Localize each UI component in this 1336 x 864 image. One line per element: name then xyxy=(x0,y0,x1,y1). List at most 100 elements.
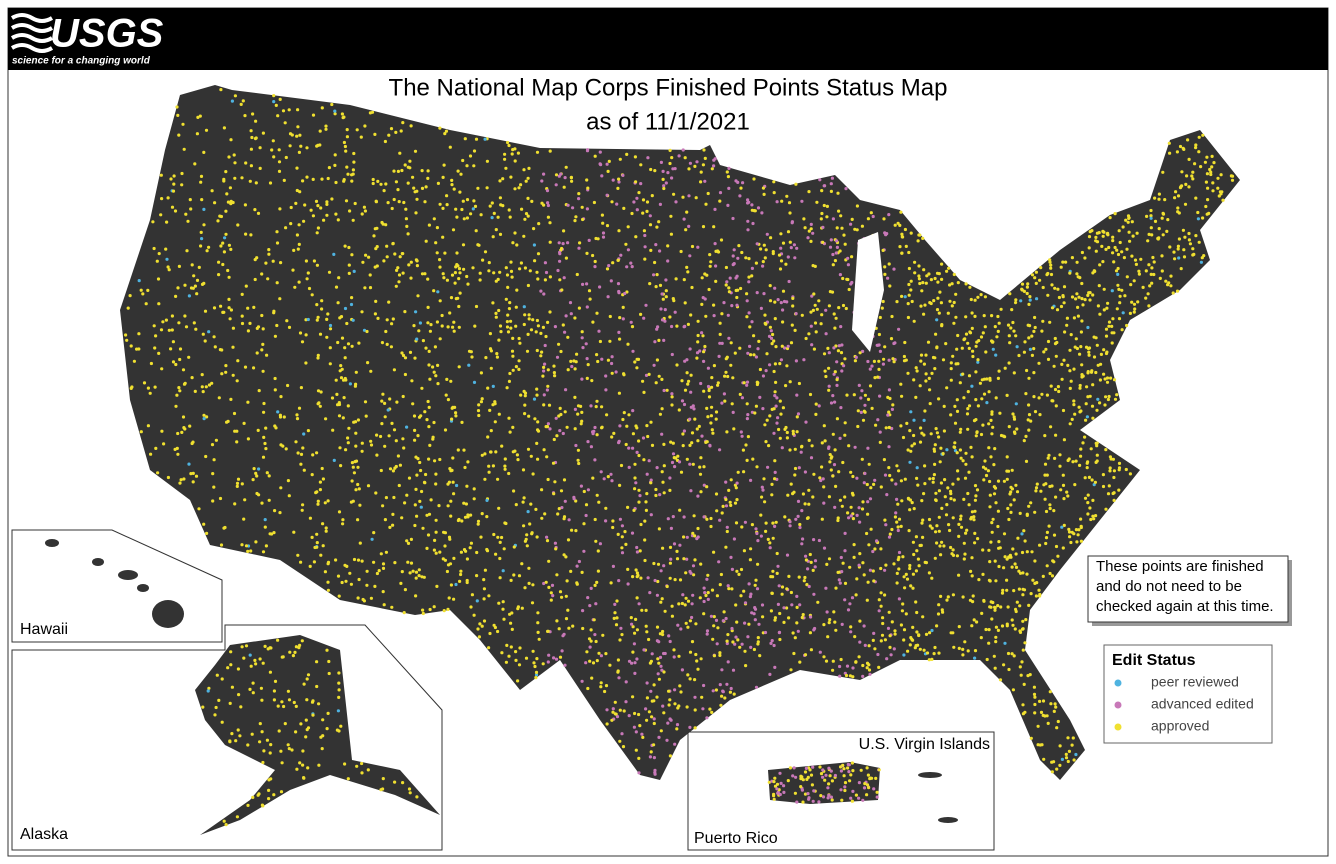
map-point xyxy=(542,369,546,373)
map-point xyxy=(1070,295,1075,299)
map-point xyxy=(1095,408,1099,412)
map-point xyxy=(585,376,589,380)
map-point xyxy=(1079,454,1083,458)
map-point xyxy=(487,464,491,468)
map-point xyxy=(855,513,859,518)
map-point xyxy=(511,148,515,152)
map-point xyxy=(791,296,795,300)
map-point xyxy=(688,677,692,681)
map-point xyxy=(182,477,186,481)
map-point xyxy=(401,252,405,256)
map-point xyxy=(626,225,630,229)
map-point xyxy=(408,571,412,575)
map-point xyxy=(306,317,310,322)
map-point xyxy=(827,557,832,561)
map-point xyxy=(605,162,609,166)
map-point xyxy=(422,480,427,484)
map-point xyxy=(227,155,231,159)
map-point xyxy=(1152,272,1156,277)
map-point xyxy=(740,250,744,255)
map-point xyxy=(645,472,649,476)
map-point xyxy=(298,761,302,765)
map-point xyxy=(365,329,369,334)
map-point xyxy=(659,160,664,164)
map-point xyxy=(398,463,402,467)
map-point xyxy=(703,272,707,276)
map-point xyxy=(416,434,420,438)
map-point xyxy=(849,630,853,634)
map-point xyxy=(630,265,634,269)
map-point xyxy=(712,550,716,554)
map-point xyxy=(608,339,612,343)
map-point xyxy=(452,187,456,191)
map-point xyxy=(189,472,193,476)
note-box xyxy=(1087,555,1289,623)
map-point xyxy=(835,360,839,364)
map-point xyxy=(434,518,438,522)
map-point xyxy=(1086,493,1090,497)
map-point xyxy=(624,242,628,246)
map-point xyxy=(482,578,486,582)
map-point xyxy=(1133,258,1138,262)
map-point xyxy=(950,304,954,308)
map-point xyxy=(705,406,709,410)
map-point xyxy=(357,487,361,491)
map-point xyxy=(351,318,355,322)
map-point xyxy=(971,349,975,353)
map-point xyxy=(830,798,834,802)
map-point xyxy=(744,256,748,260)
map-point xyxy=(1009,503,1013,507)
map-point xyxy=(546,368,550,372)
map-point xyxy=(1101,234,1105,238)
map-point xyxy=(928,402,932,406)
map-point xyxy=(749,478,753,482)
map-point xyxy=(203,309,208,313)
map-point xyxy=(685,210,689,214)
map-point xyxy=(1027,504,1031,508)
map-point xyxy=(764,248,768,252)
map-point xyxy=(694,652,698,657)
map-point xyxy=(1023,340,1027,344)
map-point xyxy=(749,547,753,551)
map-point xyxy=(418,499,422,503)
map-point xyxy=(460,420,464,424)
map-point xyxy=(812,628,816,632)
map-point xyxy=(829,189,834,193)
map-point xyxy=(822,623,826,627)
map-point xyxy=(766,537,770,542)
map-point xyxy=(243,498,247,502)
map-point xyxy=(746,413,750,417)
map-point xyxy=(659,664,663,668)
map-point xyxy=(812,538,816,542)
map-point xyxy=(1052,509,1056,513)
map-point xyxy=(615,715,620,719)
map-point xyxy=(849,796,853,800)
map-point xyxy=(487,269,491,273)
map-point xyxy=(403,588,407,592)
map-point xyxy=(940,262,944,266)
map-point xyxy=(728,276,732,280)
map-point xyxy=(996,376,1001,380)
map-point xyxy=(360,212,364,216)
map-point xyxy=(599,685,603,689)
map-point xyxy=(339,315,344,319)
map-point xyxy=(193,389,197,393)
map-point xyxy=(269,777,273,781)
map-point xyxy=(1166,283,1170,287)
map-point xyxy=(907,250,911,255)
map-point xyxy=(807,332,811,336)
map-point xyxy=(847,516,851,520)
map-point xyxy=(287,747,291,751)
map-point xyxy=(528,522,532,526)
map-point xyxy=(713,242,717,246)
map-point xyxy=(575,564,579,568)
map-point xyxy=(709,260,713,264)
map-point xyxy=(705,716,709,720)
map-point xyxy=(696,535,700,539)
map-point xyxy=(743,520,748,524)
map-point xyxy=(421,339,425,343)
map-point xyxy=(1193,162,1197,166)
map-point xyxy=(1105,376,1110,380)
map-point xyxy=(487,261,491,265)
map-point xyxy=(1187,231,1191,236)
